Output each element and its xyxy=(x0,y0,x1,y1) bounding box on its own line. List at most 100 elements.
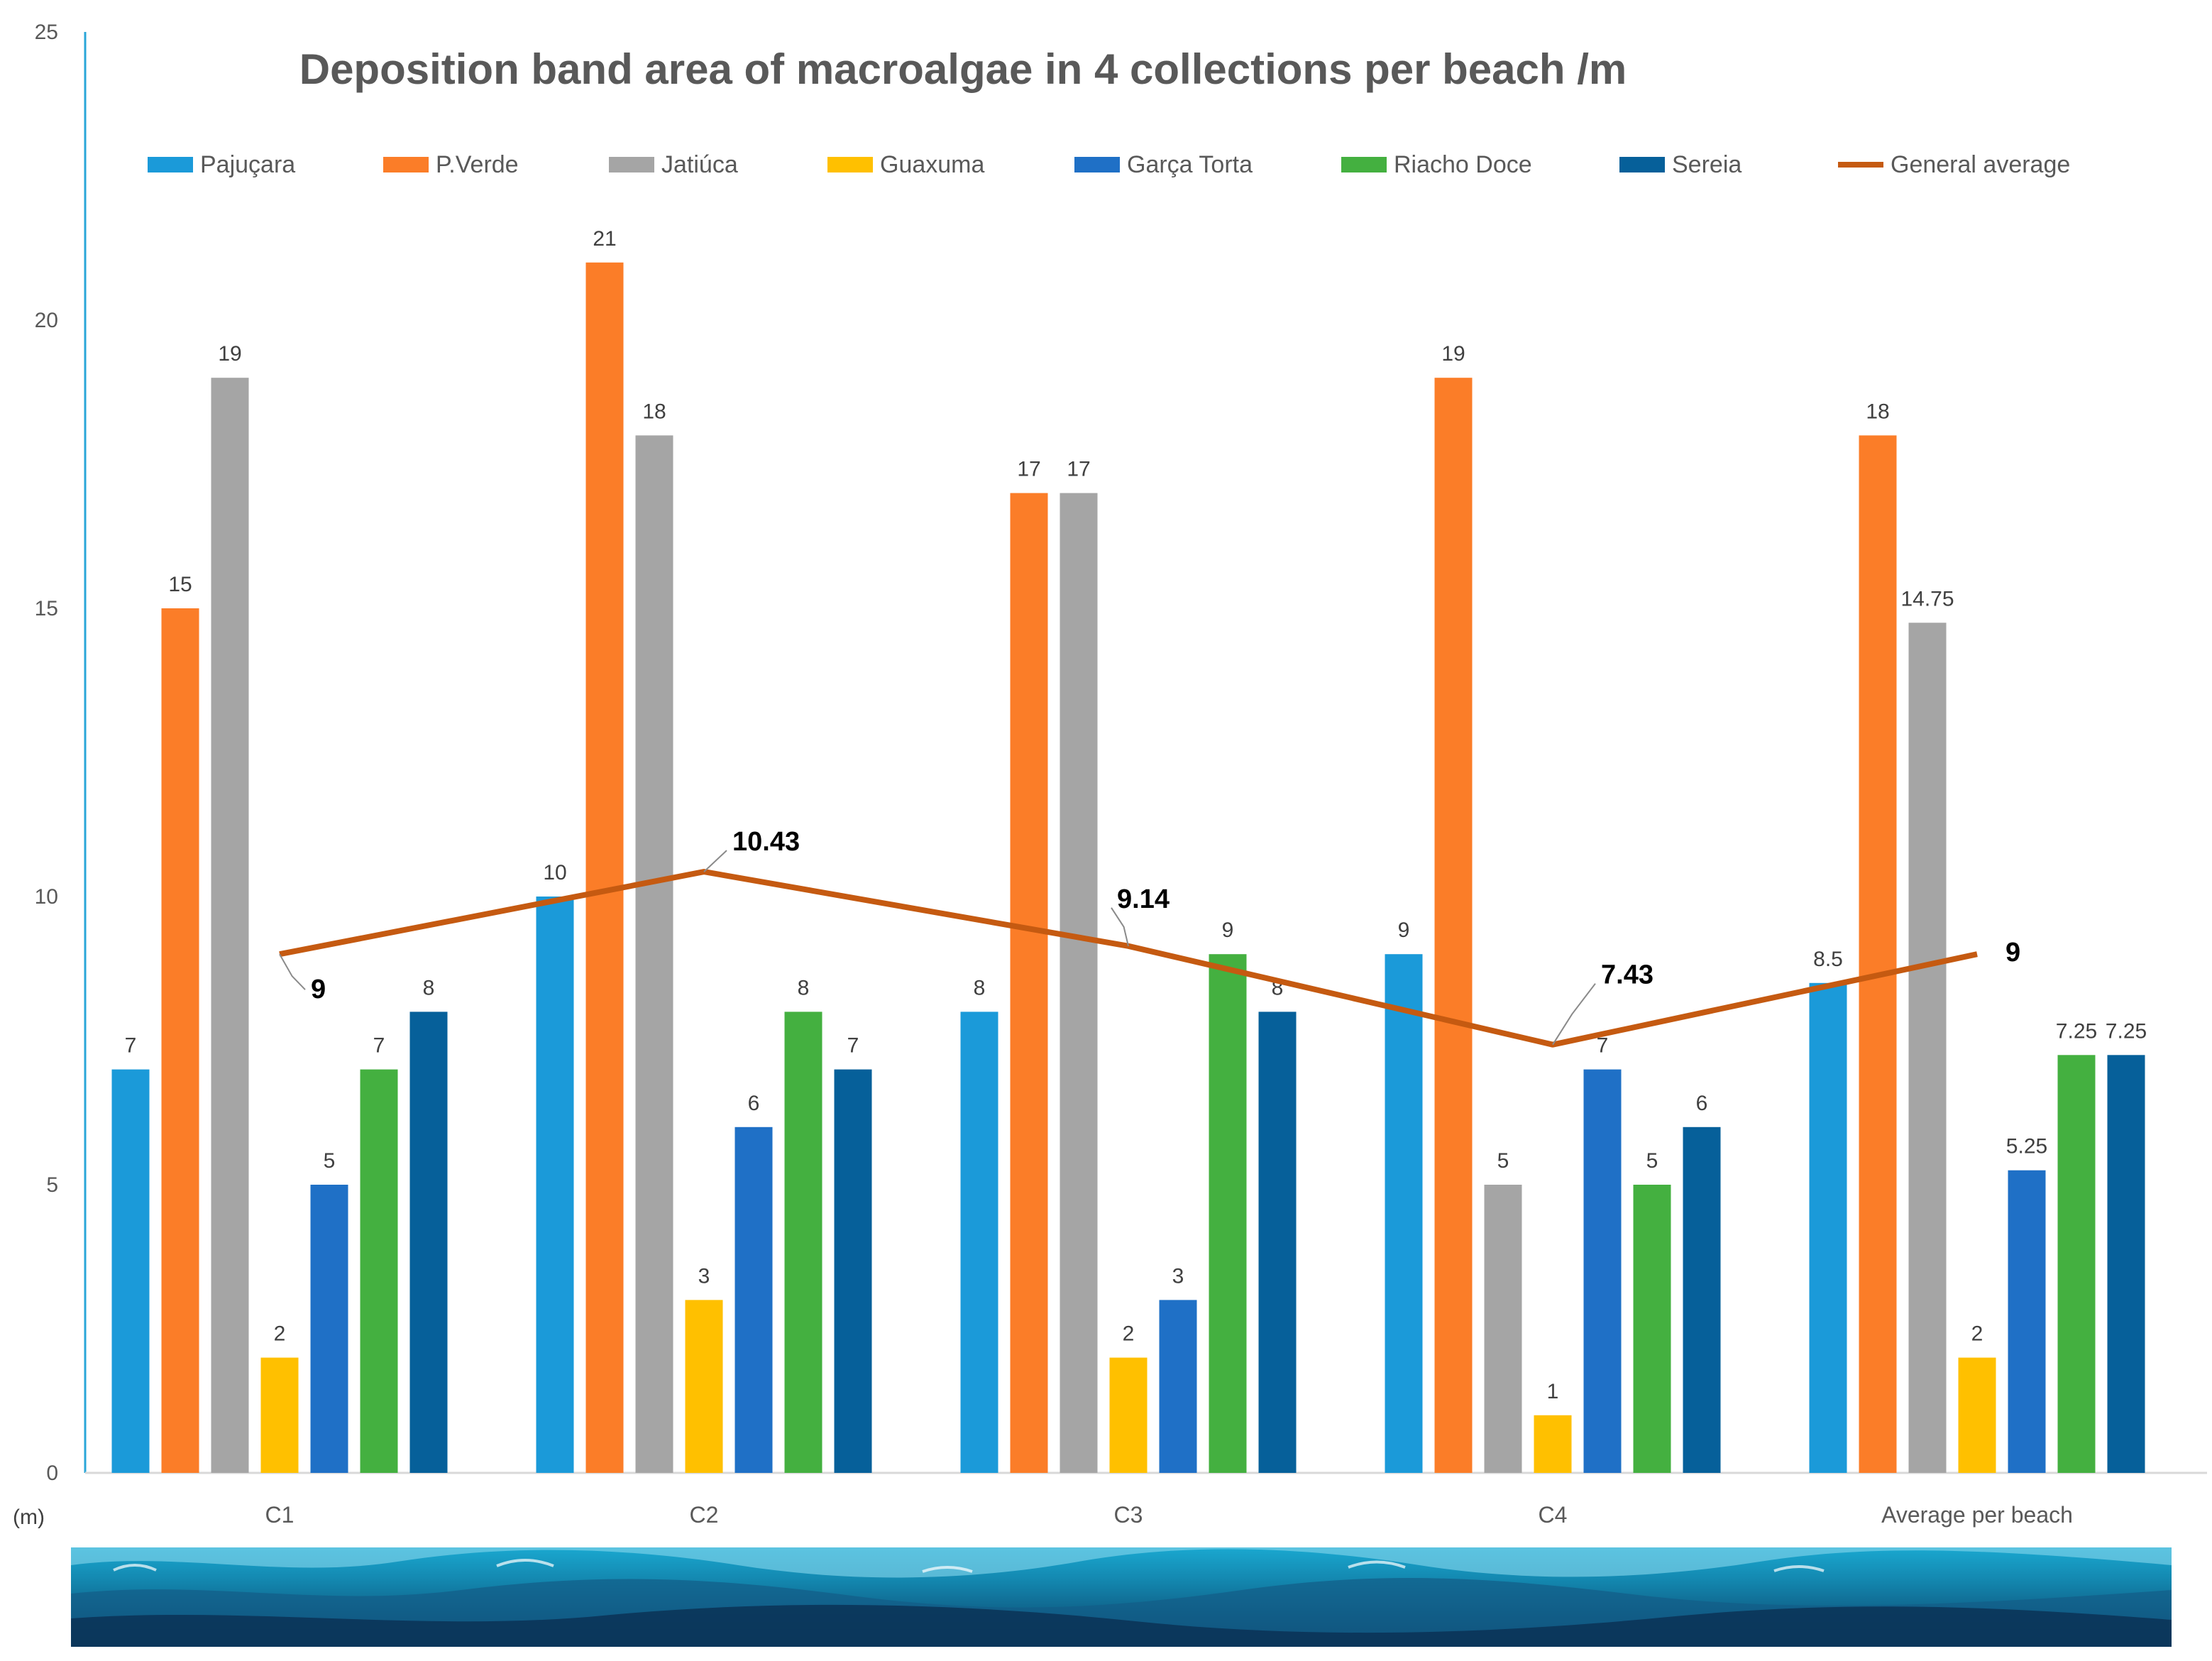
data-label-garca-torta-c2: 6 xyxy=(748,1092,760,1115)
legend-swatch-pajucara xyxy=(148,157,193,172)
bar-riacho-doce-c2 xyxy=(784,1012,822,1473)
bar-garca-torta-c2 xyxy=(734,1126,773,1473)
data-label-jatiuca-c2: 18 xyxy=(642,400,666,423)
bar-pajucara-c2 xyxy=(536,897,574,1473)
data-label-pajucara-c4: 9 xyxy=(1398,919,1410,942)
data-label-p-verde-c1: 15 xyxy=(168,573,192,596)
bar-p-verde-c2 xyxy=(585,262,624,1473)
avg-leader-line xyxy=(1552,983,1596,1046)
bar-guaxuma-c3 xyxy=(1109,1357,1148,1473)
legend-swatch-garca-torta xyxy=(1074,157,1120,172)
bar-sereia-c1 xyxy=(409,1012,448,1473)
bar-riacho-doce-c4 xyxy=(1633,1185,1671,1473)
bars xyxy=(111,262,2145,1474)
legend-label-riacho-doce: Riacho Doce xyxy=(1394,151,1532,178)
legend-swatch-sereia xyxy=(1619,157,1665,172)
y-tick-label: 20 xyxy=(35,309,58,332)
legend-swatch-jatiuca xyxy=(609,157,654,172)
x-tick-label-c2: C2 xyxy=(690,1502,719,1528)
data-label-riacho-doce-c3: 9 xyxy=(1222,919,1234,942)
y-axis-ticks: 0 5 10 15 20 25 xyxy=(35,21,58,1485)
average-label-c3: 9.14 xyxy=(1117,884,1170,914)
data-label-riacho-doce-c2: 8 xyxy=(798,976,810,999)
x-axis-categories: C1 C2 C3 C4 Average per beach xyxy=(265,1502,2073,1528)
data-label-pajucara-c3: 8 xyxy=(974,976,986,999)
data-label-riacho-doce-average-per-beach: 7.25 xyxy=(2056,1019,2097,1043)
y-tick-label: 0 xyxy=(46,1462,58,1485)
bar-guaxuma-c4 xyxy=(1534,1415,1572,1473)
y-tick-label: 5 xyxy=(46,1173,58,1197)
data-label-jatiuca-c1: 19 xyxy=(218,342,241,366)
average-label-c4: 7.43 xyxy=(1601,960,1654,990)
bar-jatiuca-c2 xyxy=(635,435,673,1473)
legend-swatch-guaxuma xyxy=(827,157,873,172)
bar-sereia-c4 xyxy=(1683,1126,1721,1473)
bar-garca-torta-c3 xyxy=(1159,1300,1197,1473)
average-label-c1: 9 xyxy=(311,975,326,1004)
x-tick-label-c4: C4 xyxy=(1539,1502,1568,1528)
data-label-riacho-doce-c4: 5 xyxy=(1646,1149,1658,1173)
bar-sereia-average-per-beach xyxy=(2107,1055,2145,1473)
chart-title: Deposition band area of macroalgae in 4 … xyxy=(299,45,1627,93)
data-label-p-verde-c3: 17 xyxy=(1017,458,1040,481)
legend-label-jatiuca: Jatiúca xyxy=(661,151,738,178)
data-label-garca-torta-average-per-beach: 5.25 xyxy=(2006,1135,2047,1158)
bar-pajucara-c3 xyxy=(960,1012,998,1473)
y-unit-label: (m) xyxy=(13,1506,45,1529)
legend: Pajuçara P.Verde Jatiúca Guaxuma Garça Torta… xyxy=(148,151,2070,178)
legend-label-sereia: Sereia xyxy=(1672,151,1741,178)
bar-p-verde-c3 xyxy=(1010,493,1048,1473)
y-tick-label: 15 xyxy=(35,597,58,620)
data-label-guaxuma-c3: 2 xyxy=(1123,1322,1135,1346)
data-label-jatiuca-average-per-beach: 14.75 xyxy=(1900,587,1954,610)
data-label-p-verde-c2: 21 xyxy=(593,227,616,251)
bar-pajucara-average-per-beach xyxy=(1809,982,1847,1473)
sea-waves-decoration xyxy=(71,1547,2172,1647)
bar-jatiuca-c1 xyxy=(211,378,249,1474)
data-label-pajucara-average-per-beach: 8.5 xyxy=(1813,948,1843,971)
data-label-guaxuma-c4: 1 xyxy=(1547,1380,1559,1403)
data-label-jatiuca-c3: 17 xyxy=(1067,458,1090,481)
data-label-riacho-doce-c1: 7 xyxy=(373,1034,385,1058)
avg-leader-line xyxy=(1111,907,1129,947)
bar-garca-torta-c1 xyxy=(310,1185,348,1473)
data-label-sereia-average-per-beach: 7.25 xyxy=(2106,1019,2147,1043)
data-label-sereia-c4: 6 xyxy=(1696,1092,1708,1115)
bar-p-verde-c1 xyxy=(161,608,199,1473)
bar-garca-torta-c4 xyxy=(1583,1069,1622,1473)
legend-label-general-average: General average xyxy=(1891,151,2070,178)
bar-pajucara-c4 xyxy=(1385,954,1423,1473)
average-label-average-per-beach: 9 xyxy=(2005,938,2020,967)
bar-guaxuma-average-per-beach xyxy=(1958,1357,1996,1473)
y-tick-label: 10 xyxy=(35,885,58,909)
data-label-sereia-c1: 8 xyxy=(423,976,435,999)
bar-riacho-doce-average-per-beach xyxy=(2057,1055,2096,1473)
data-label-guaxuma-average-per-beach: 2 xyxy=(1971,1322,1983,1346)
bar-sereia-c2 xyxy=(834,1069,872,1473)
legend-label-p-verde: P.Verde xyxy=(436,151,519,178)
bar-sereia-c3 xyxy=(1258,1012,1297,1473)
data-label-guaxuma-c1: 2 xyxy=(274,1322,286,1346)
legend-label-pajucara: Pajuçara xyxy=(200,151,295,178)
bar-garca-torta-average-per-beach xyxy=(2008,1170,2046,1473)
legend-label-guaxuma: Guaxuma xyxy=(880,151,984,178)
x-tick-label-c1: C1 xyxy=(265,1502,295,1528)
bar-jatiuca-c3 xyxy=(1060,493,1098,1473)
data-label-pajucara-c1: 7 xyxy=(125,1034,137,1058)
general-average-labels: 9 10.43 9.14 7.43 9 xyxy=(279,827,2020,1046)
bar-guaxuma-c1 xyxy=(260,1357,299,1473)
average-label-c2: 10.43 xyxy=(732,827,800,857)
x-tick-label-c3: C3 xyxy=(1114,1502,1143,1528)
bar-jatiuca-c4 xyxy=(1484,1185,1522,1473)
data-label-sereia-c2: 7 xyxy=(847,1034,859,1058)
legend-swatch-riacho-doce xyxy=(1341,157,1387,172)
bar-p-verde-average-per-beach xyxy=(1859,435,1897,1473)
y-tick-label: 25 xyxy=(35,21,58,44)
data-label-garca-torta-c3: 3 xyxy=(1172,1264,1184,1288)
legend-swatch-p-verde xyxy=(383,157,429,172)
legend-label-garca-torta: Garça Torta xyxy=(1127,151,1253,178)
data-label-p-verde-c4: 19 xyxy=(1441,342,1465,366)
bar-p-verde-c4 xyxy=(1434,378,1473,1474)
